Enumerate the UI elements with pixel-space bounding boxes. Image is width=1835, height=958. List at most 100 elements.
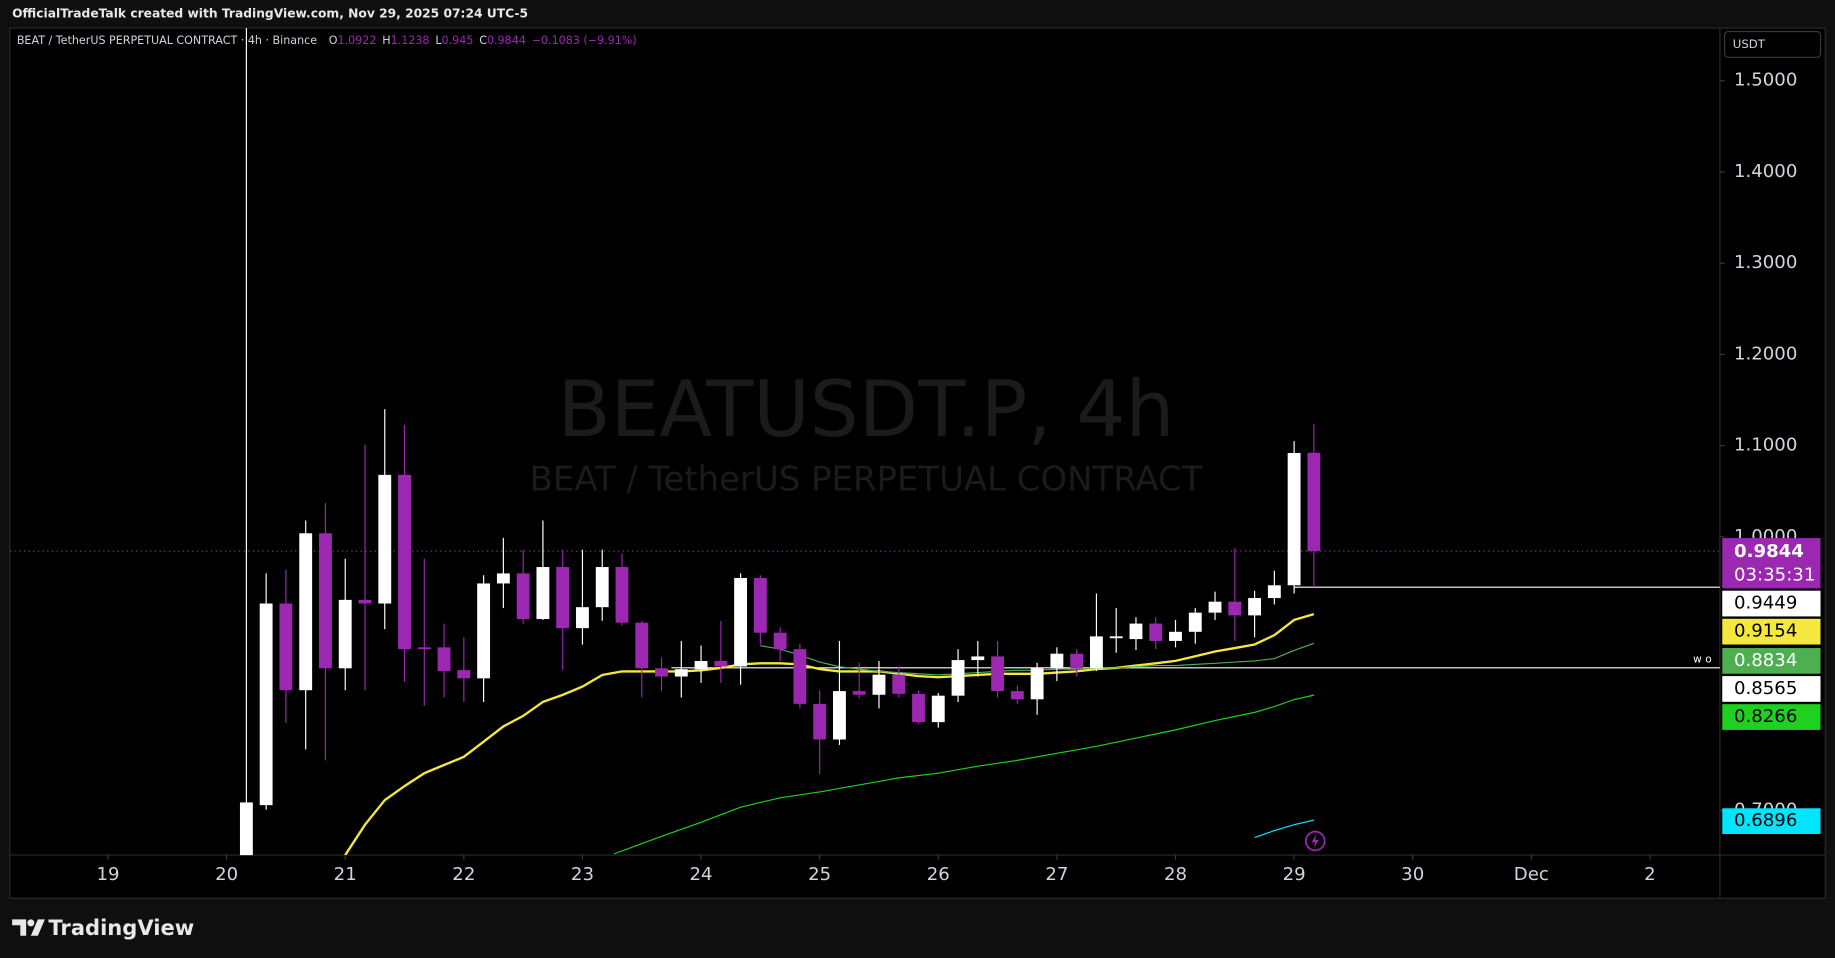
x-tick-label: 23 xyxy=(571,864,594,885)
price-label-box xyxy=(1722,676,1821,702)
candle-body xyxy=(1307,452,1321,552)
candle-body xyxy=(477,583,491,679)
price-label-box xyxy=(1722,590,1821,617)
currency: USDT xyxy=(1733,37,1766,51)
legend-prefix: L xyxy=(435,34,442,47)
candle-body xyxy=(753,577,767,633)
candle-body xyxy=(912,693,925,723)
x-tick-label: 29 xyxy=(1283,864,1306,885)
watermark-subtitle: BEAT / TetherUS PERPETUAL CONTRACT xyxy=(530,459,1203,498)
candle-body xyxy=(615,567,629,623)
candle-body xyxy=(734,577,748,667)
price-label-box xyxy=(1722,648,1821,674)
candle-body xyxy=(1267,585,1281,599)
x-tick-label: 27 xyxy=(1045,864,1068,885)
header: OfficialTradeTalk created with TradingVi… xyxy=(12,7,528,21)
last-price-label: 0.9844 xyxy=(1734,541,1804,562)
currency-box[interactable] xyxy=(1724,30,1822,58)
legend-prefix: O xyxy=(329,34,338,47)
x-tick-label: 30 xyxy=(1401,864,1424,885)
indicator-line xyxy=(613,694,1315,855)
x-tick-label: 22 xyxy=(452,864,475,885)
plot-area xyxy=(9,28,1720,856)
legend-prefix: H xyxy=(382,34,390,47)
x-tick-label: 26 xyxy=(927,864,950,885)
x-tick-label: 21 xyxy=(334,864,357,885)
candle-body xyxy=(1010,691,1024,700)
candle-body xyxy=(338,599,352,669)
candle-body xyxy=(931,695,945,723)
legend-low: 0.945 xyxy=(442,34,474,47)
x-tick-label: 19 xyxy=(96,864,119,885)
y-tick-label: 1.1000 xyxy=(1734,435,1797,456)
candle-body xyxy=(1070,653,1084,669)
candle-body xyxy=(358,599,372,604)
horizontal-line-text: wo xyxy=(1693,654,1715,666)
candle-body xyxy=(576,607,589,629)
price-label: 0.8266 xyxy=(1734,706,1797,727)
candle-body xyxy=(279,603,293,691)
candle-body xyxy=(1149,623,1163,641)
last-price-box xyxy=(1722,538,1821,589)
legend-change: −0.1083 (−9.91%) xyxy=(532,34,637,47)
candle-body xyxy=(852,691,866,695)
candle-body xyxy=(892,674,906,694)
watermark-title: BEATUSDT.P, 4h xyxy=(558,365,1175,455)
price-label: 0.6896 xyxy=(1734,810,1797,831)
candle-body xyxy=(694,660,708,670)
countdown: 03:35:31 xyxy=(1734,565,1815,586)
candle-body xyxy=(536,567,550,620)
candle-body xyxy=(773,632,787,650)
candle-body xyxy=(457,670,471,679)
x-tick-label: 28 xyxy=(1164,864,1187,885)
candle-body xyxy=(872,674,886,695)
candle-body xyxy=(1030,668,1044,700)
candle-body xyxy=(496,573,510,584)
x-tick-label: 20 xyxy=(215,864,238,885)
candle-body xyxy=(319,533,332,669)
legend-open: 1.0922 xyxy=(338,34,377,47)
candle-body xyxy=(793,649,807,704)
brand: TradingView xyxy=(48,915,194,940)
price-label: 0.9449 xyxy=(1734,593,1797,614)
legend-close: 0.9844 xyxy=(487,34,526,47)
price-label: 0.8565 xyxy=(1734,678,1797,699)
candle-body xyxy=(437,647,451,672)
candle-body xyxy=(833,691,846,740)
brand-logo xyxy=(12,919,45,936)
legend-prefix: C xyxy=(479,34,487,47)
legend-high: 1.1238 xyxy=(391,34,430,47)
candle-body xyxy=(1089,636,1103,669)
price-label: 0.8834 xyxy=(1734,650,1797,671)
candle-body xyxy=(417,647,431,650)
candle-body xyxy=(259,603,273,806)
candle-body xyxy=(1109,636,1123,639)
candle-body xyxy=(1248,598,1262,616)
price-label-box xyxy=(1722,808,1821,835)
alert-icon xyxy=(1304,830,1326,852)
y-tick-label: 1.3000 xyxy=(1734,252,1797,273)
candle-body xyxy=(516,573,530,620)
x-tick-label: Dec xyxy=(1514,864,1549,885)
candle-body xyxy=(813,703,827,740)
x-tick-label: 25 xyxy=(808,864,831,885)
candle-body xyxy=(1129,623,1143,640)
candle-body xyxy=(595,567,609,608)
legend-symbol: BEAT / TetherUS PERPETUAL CONTRACT · 4h … xyxy=(17,34,317,47)
candle-body xyxy=(971,656,985,661)
candle-body xyxy=(635,622,649,669)
x-tick-label: 24 xyxy=(690,864,713,885)
candle-body xyxy=(378,474,392,604)
legend: BEAT / TetherUS PERPETUAL CONTRACT · 4h … xyxy=(17,34,637,47)
candle-body xyxy=(1287,452,1301,586)
x-tick-label: 2 xyxy=(1644,864,1656,885)
candle-body xyxy=(1050,653,1064,669)
price-label: 0.9154 xyxy=(1734,621,1797,642)
chart-frame xyxy=(9,27,1826,899)
candle-body xyxy=(1208,601,1222,613)
price-label-box xyxy=(1722,704,1821,730)
candle-body xyxy=(1188,612,1202,632)
candle-body xyxy=(239,802,253,856)
candle-body xyxy=(1169,631,1182,641)
